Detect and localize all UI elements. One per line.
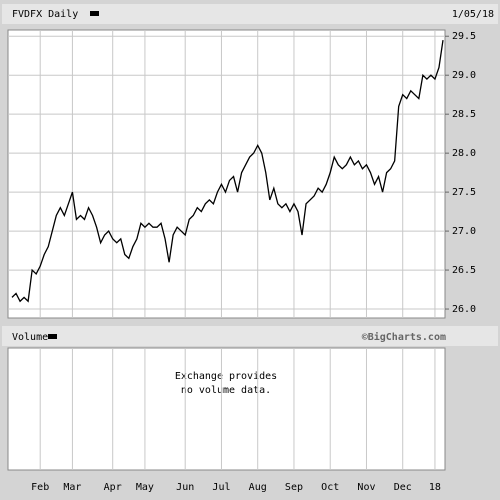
y-tick-label: 27.5: [452, 187, 476, 198]
x-tick-label: Jul: [212, 482, 230, 493]
x-tick-label: Dec: [394, 482, 412, 493]
chart-date: 1/05/18: [452, 9, 494, 20]
x-tick-label: Mar: [63, 482, 81, 493]
annotation: no volume data.: [181, 385, 271, 396]
y-tick-label: 29.0: [452, 70, 476, 81]
price-line: [11, 40, 444, 303]
y-tick-label: 29.5: [452, 31, 476, 42]
volume-title: Volume: [12, 332, 48, 343]
x-tick-label: May: [136, 482, 154, 493]
x-tick-label: 18: [429, 482, 441, 493]
x-tick-label: Jun: [176, 482, 194, 493]
y-tick-label: 27.0: [452, 226, 476, 237]
y-tick-label: 28.0: [452, 148, 476, 159]
volume-header-bar: [2, 326, 498, 346]
legend-swatch: [90, 11, 99, 16]
annotation: Exchange provides: [175, 371, 277, 382]
credit: ©BigCharts.com: [362, 331, 446, 343]
price-panel: [7, 29, 446, 319]
x-tick-label: Sep: [285, 482, 303, 493]
volume-panel: [7, 347, 446, 471]
chart-title: FVDFX Daily: [12, 9, 78, 20]
y-tick-label: 28.5: [452, 109, 476, 120]
y-tick-label: 26.5: [452, 265, 476, 276]
x-tick-label: Nov: [357, 482, 375, 493]
y-tick-label: 26.0: [452, 304, 476, 315]
header-bar: [2, 4, 498, 24]
x-tick-label: Feb: [31, 482, 49, 493]
x-tick-label: Apr: [104, 482, 122, 493]
legend-swatch: [48, 334, 57, 339]
x-tick-label: Aug: [249, 482, 267, 493]
x-tick-label: Oct: [321, 482, 339, 493]
